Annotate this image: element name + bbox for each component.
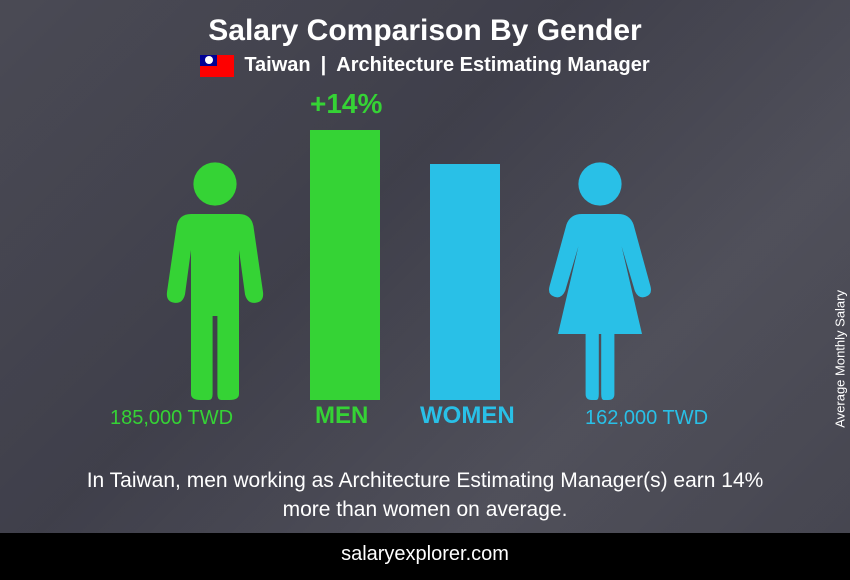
- male-icon: [155, 160, 275, 400]
- subtitle-separator: |: [321, 54, 327, 77]
- page-title: Salary Comparison By Gender: [0, 0, 850, 48]
- percent-diff-label: +14%: [310, 88, 380, 120]
- y-axis-label: Average Monthly Salary: [833, 290, 848, 428]
- subtitle-row: Taiwan | Architecture Estimating Manager: [0, 54, 850, 77]
- chart-area: +14% 185,000 TWD MEN WOMEN 162,000 TWD: [0, 90, 850, 430]
- subtitle-country: Taiwan: [244, 54, 310, 77]
- female-icon: [540, 160, 660, 400]
- women-label: WOMEN: [420, 402, 515, 430]
- caption-text: In Taiwan, men working as Architecture E…: [0, 467, 850, 524]
- men-salary: 185,000 TWD: [110, 407, 233, 430]
- subtitle-role: Architecture Estimating Manager: [336, 54, 649, 77]
- footer-source: salaryexplorer.com: [0, 533, 850, 580]
- men-bar: [310, 130, 380, 400]
- taiwan-flag-icon: [200, 55, 234, 77]
- women-bar: [430, 164, 500, 400]
- women-salary: 162,000 TWD: [585, 407, 708, 430]
- men-label: MEN: [315, 402, 368, 430]
